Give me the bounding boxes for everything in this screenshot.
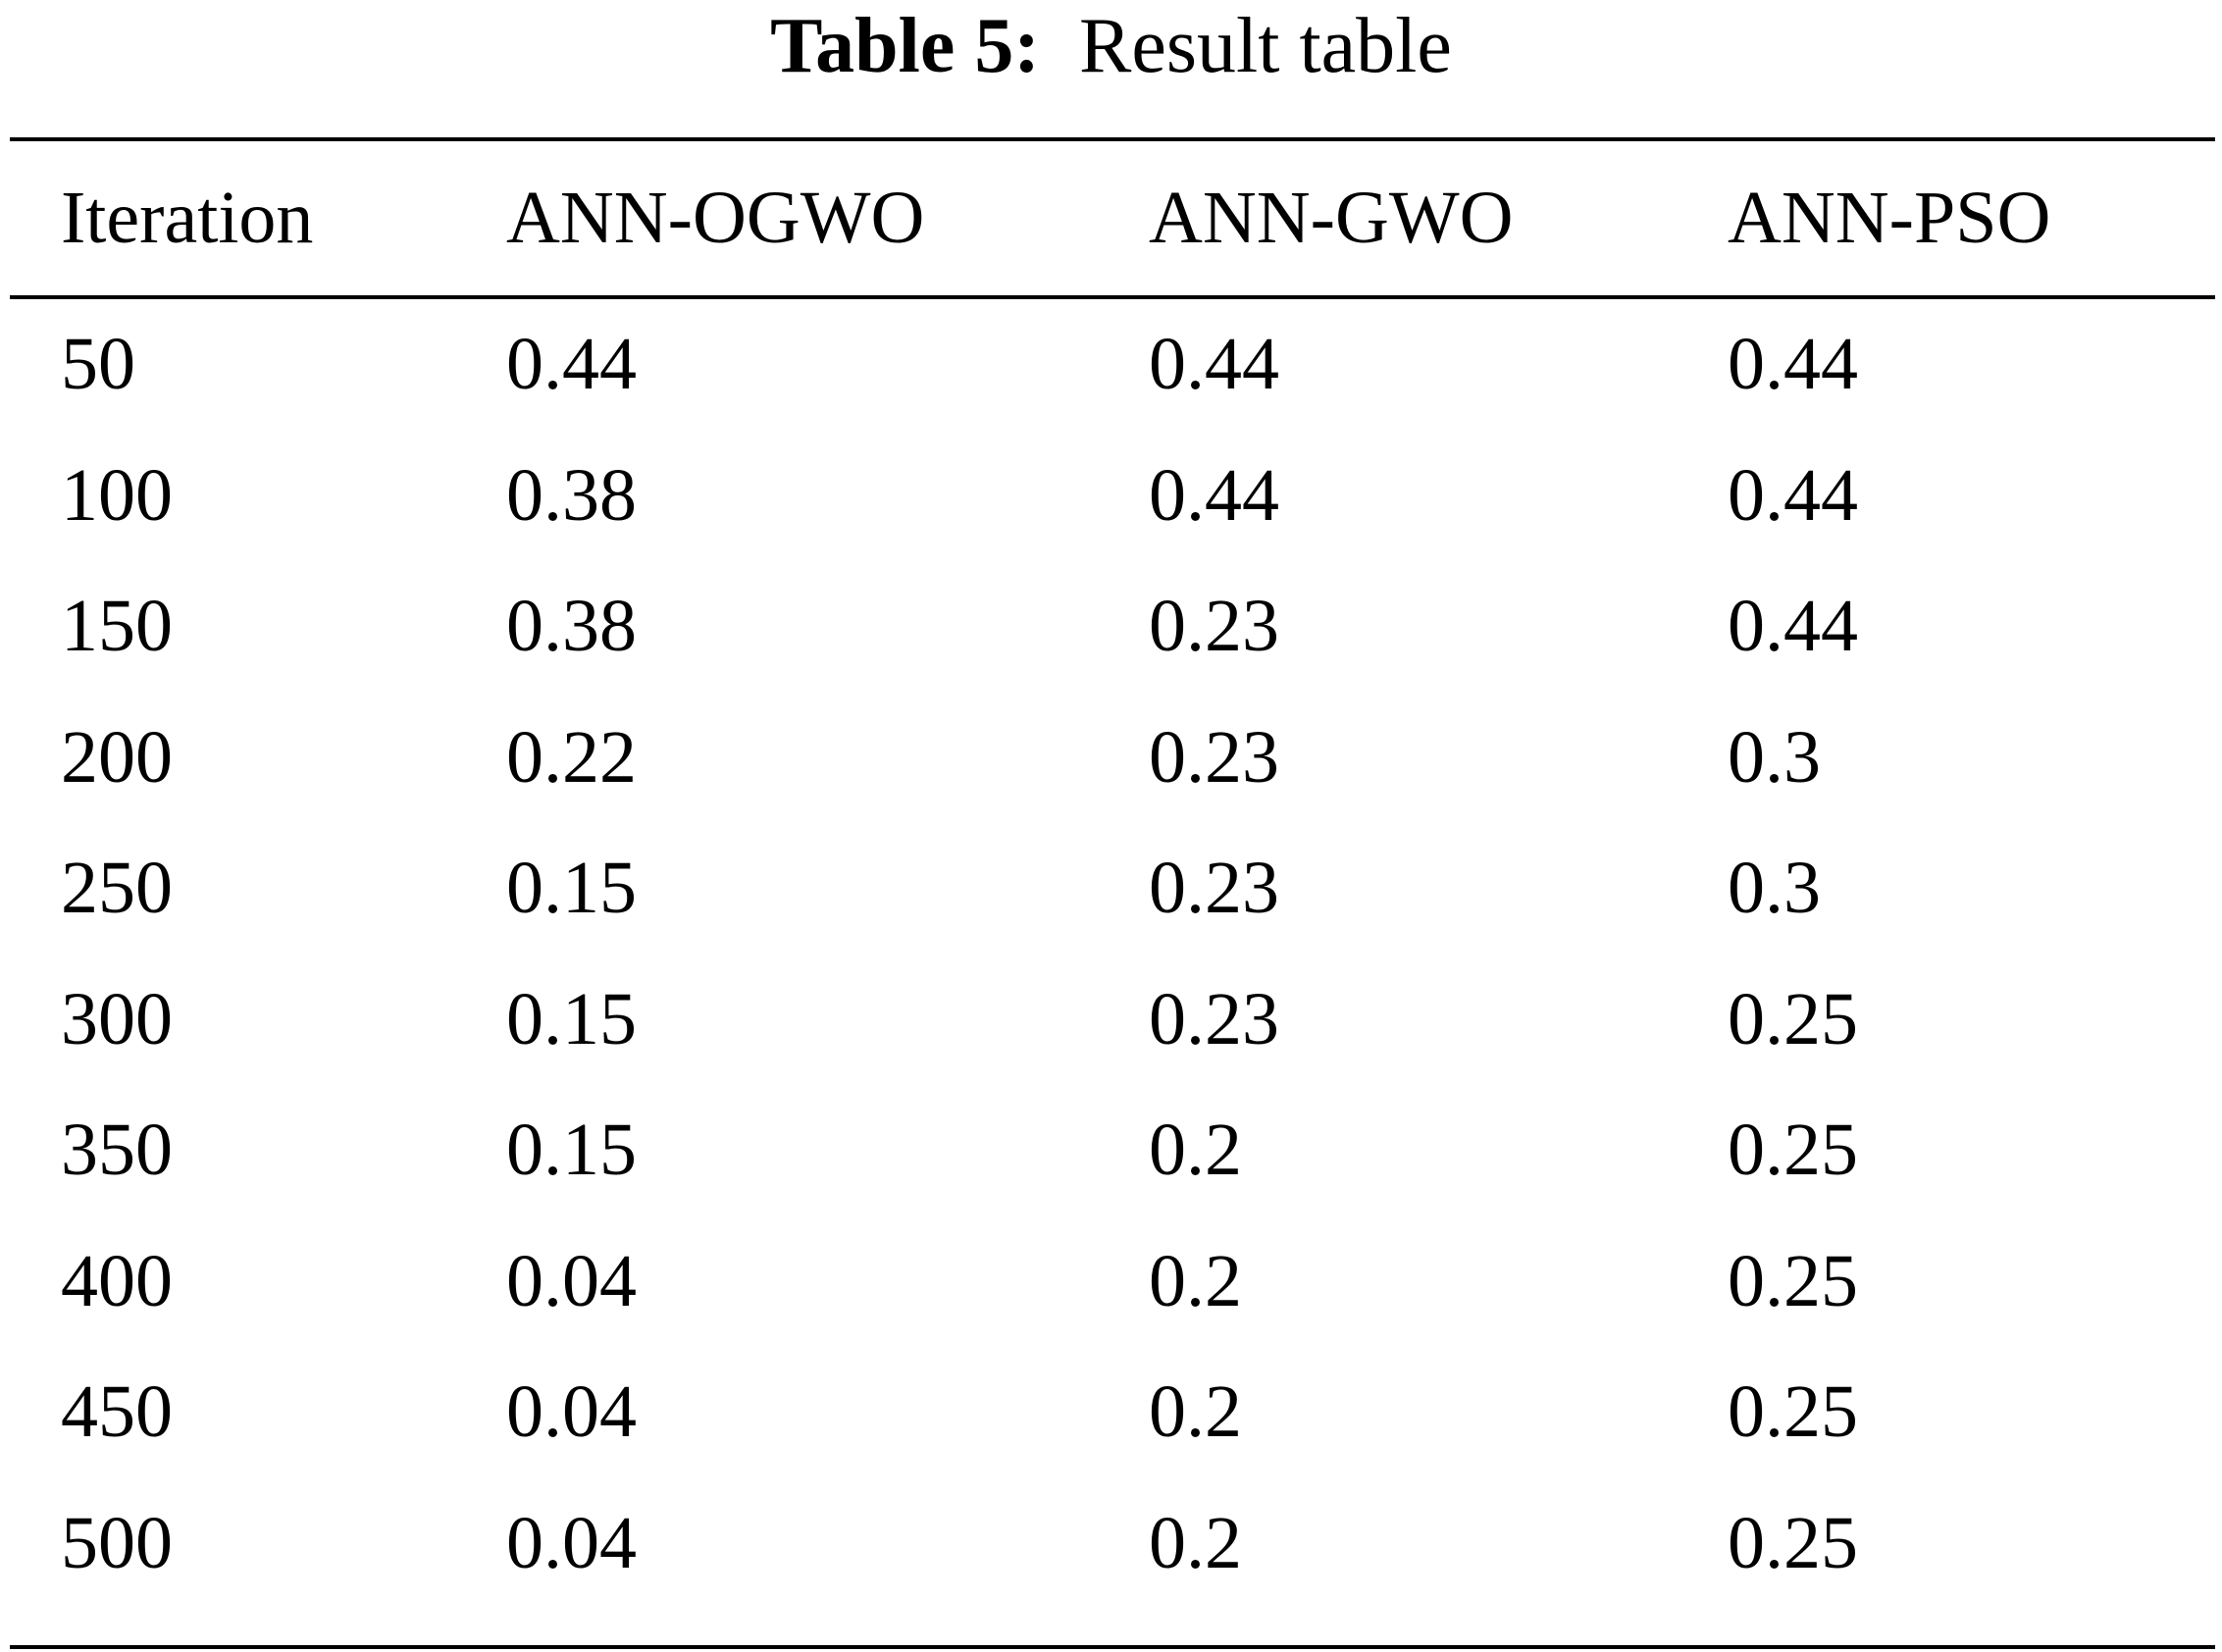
ann-ogwo-cell: 0.04 [506, 1501, 637, 1584]
table-row: 250 0.15 0.23 0.3 [10, 823, 2215, 955]
ann-pso-cell: 0.25 [1728, 1370, 1858, 1454]
column-header-iteration: Iteration [61, 177, 314, 259]
table-row: 50 0.44 0.44 0.44 [10, 299, 2215, 431]
ann-pso-cell: 0.3 [1728, 715, 1821, 799]
ann-ogwo-cell: 0.44 [506, 323, 637, 406]
results-table: Iteration ANN-OGWO ANN-GWO ANN-PSO 50 0.4… [10, 141, 2215, 1609]
ann-pso-cell: 0.25 [1728, 1501, 1858, 1584]
column-header-ann-ogwo: ANN-OGWO [506, 177, 925, 259]
table-row: 150 0.38 0.23 0.44 [10, 561, 2215, 693]
ann-ogwo-cell: 0.04 [506, 1239, 637, 1322]
ann-pso-cell: 0.44 [1728, 323, 1858, 406]
header-row: Iteration ANN-OGWO ANN-GWO ANN-PSO [10, 141, 2215, 295]
table-header: Iteration ANN-OGWO ANN-GWO ANN-PSO [10, 141, 2215, 299]
ann-pso-cell: 0.44 [1728, 585, 1858, 668]
table-caption-label: Table 5: [770, 3, 1040, 89]
ann-ogwo-cell: 0.04 [506, 1370, 637, 1454]
table-caption-text: Result table [1078, 3, 1452, 89]
iteration-cell: 450 [61, 1370, 173, 1454]
table-row: 200 0.22 0.23 0.3 [10, 693, 2215, 824]
ann-gwo-cell: 0.23 [1149, 847, 1279, 930]
column-header-ann-pso: ANN-PSO [1728, 177, 2051, 259]
table-header-rule [10, 295, 2215, 299]
iteration-cell: 350 [61, 1109, 173, 1192]
ann-pso-cell: 0.44 [1728, 453, 1858, 537]
ann-gwo-cell: 0.2 [1149, 1370, 1242, 1454]
ann-gwo-cell: 0.23 [1149, 715, 1279, 799]
ann-ogwo-cell: 0.15 [506, 1109, 637, 1192]
column-header-ann-gwo: ANN-GWO [1149, 177, 1514, 259]
ann-ogwo-cell: 0.15 [506, 847, 637, 930]
ann-pso-cell: 0.3 [1728, 847, 1821, 930]
ann-ogwo-cell: 0.22 [506, 715, 637, 799]
table-row: 350 0.15 0.2 0.25 [10, 1085, 2215, 1216]
table-row: 300 0.15 0.23 0.25 [10, 955, 2215, 1086]
ann-gwo-cell: 0.44 [1149, 453, 1279, 537]
table-bottom-rule [10, 1645, 2215, 1649]
iteration-cell: 100 [61, 453, 173, 537]
table-row: 400 0.04 0.2 0.25 [10, 1216, 2215, 1348]
ann-ogwo-cell: 0.15 [506, 977, 637, 1060]
iteration-cell: 250 [61, 847, 173, 930]
ann-ogwo-cell: 0.38 [506, 585, 637, 668]
table-body: 50 0.44 0.44 0.44 100 0.38 0.44 0.44 150 0.38 0.23… [10, 299, 2215, 1609]
ann-ogwo-cell: 0.38 [506, 453, 637, 537]
table-row: 450 0.04 0.2 0.25 [10, 1347, 2215, 1478]
table-top-rule [10, 137, 2215, 141]
ann-gwo-cell: 0.23 [1149, 585, 1279, 668]
iteration-cell: 400 [61, 1239, 173, 1322]
iteration-cell: 150 [61, 585, 173, 668]
ann-pso-cell: 0.25 [1728, 1109, 1858, 1192]
table-row: 500 0.04 0.2 0.25 [10, 1478, 2215, 1610]
iteration-cell: 300 [61, 977, 173, 1060]
table-caption: Table 5: Result table [0, 0, 2222, 93]
ann-gwo-cell: 0.44 [1149, 323, 1279, 406]
table-row: 100 0.38 0.44 0.44 [10, 431, 2215, 562]
iteration-cell: 500 [61, 1501, 173, 1584]
iteration-cell: 200 [61, 715, 173, 799]
ann-gwo-cell: 0.2 [1149, 1239, 1242, 1322]
ann-gwo-cell: 0.23 [1149, 977, 1279, 1060]
iteration-cell: 50 [61, 323, 135, 406]
ann-gwo-cell: 0.2 [1149, 1109, 1242, 1192]
ann-pso-cell: 0.25 [1728, 1239, 1858, 1322]
ann-gwo-cell: 0.2 [1149, 1501, 1242, 1584]
ann-pso-cell: 0.25 [1728, 977, 1858, 1060]
